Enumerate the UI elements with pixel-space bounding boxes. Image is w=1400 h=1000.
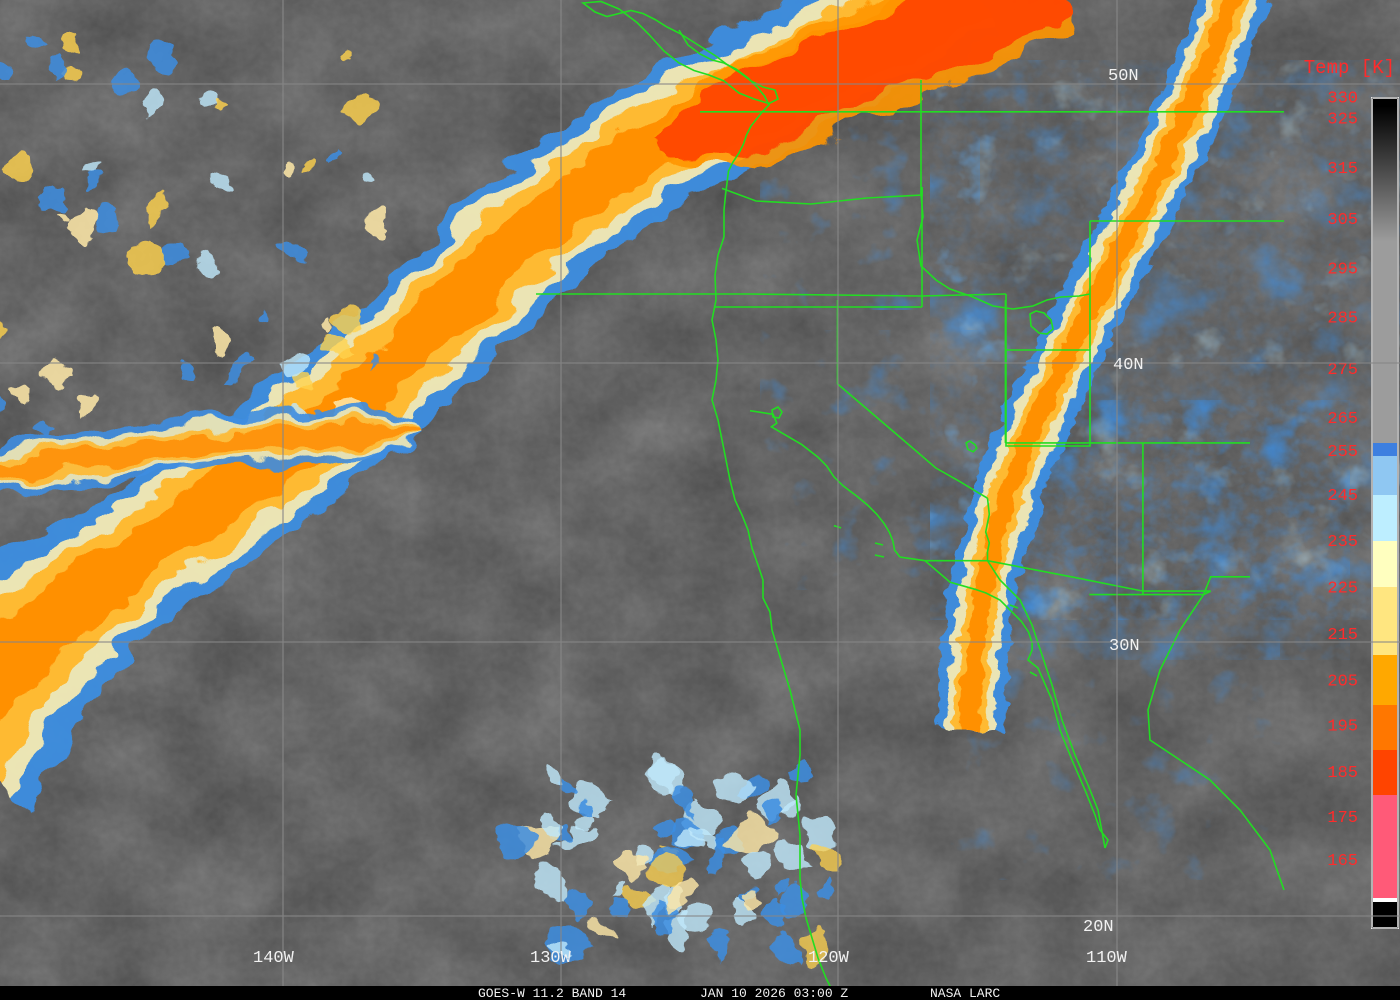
svg-text:235: 235 xyxy=(1327,533,1358,552)
svg-text:140W: 140W xyxy=(253,949,295,968)
svg-text:165: 165 xyxy=(1327,852,1358,871)
svg-text:285: 285 xyxy=(1327,310,1358,329)
svg-text:20N: 20N xyxy=(1083,918,1114,937)
svg-text:330: 330 xyxy=(1327,89,1358,108)
svg-text:GOES-W 11.2 BAND 14: GOES-W 11.2 BAND 14 xyxy=(478,986,626,1000)
svg-text:120W: 120W xyxy=(808,949,850,968)
svg-text:130W: 130W xyxy=(530,949,572,968)
svg-text:325: 325 xyxy=(1327,111,1358,130)
svg-text:30N: 30N xyxy=(1109,637,1140,656)
svg-text:225: 225 xyxy=(1327,579,1358,598)
svg-text:195: 195 xyxy=(1327,717,1358,736)
svg-text:295: 295 xyxy=(1327,260,1358,279)
svg-text:245: 245 xyxy=(1327,487,1358,506)
svg-text:305: 305 xyxy=(1327,211,1358,230)
svg-text:110W: 110W xyxy=(1086,949,1128,968)
svg-text:185: 185 xyxy=(1327,764,1358,783)
svg-text:NASA LARC: NASA LARC xyxy=(930,986,1000,1000)
svg-text:175: 175 xyxy=(1327,809,1358,828)
svg-text:315: 315 xyxy=(1327,160,1358,179)
svg-text:Temp [K]: Temp [K] xyxy=(1304,57,1395,79)
svg-text:255: 255 xyxy=(1327,443,1358,462)
svg-text:JAN 10 2026 03:00 Z: JAN 10 2026 03:00 Z xyxy=(700,986,848,1000)
svg-text:50N: 50N xyxy=(1108,67,1139,86)
svg-text:40N: 40N xyxy=(1113,356,1144,375)
svg-text:205: 205 xyxy=(1327,673,1358,692)
svg-text:265: 265 xyxy=(1327,410,1358,429)
